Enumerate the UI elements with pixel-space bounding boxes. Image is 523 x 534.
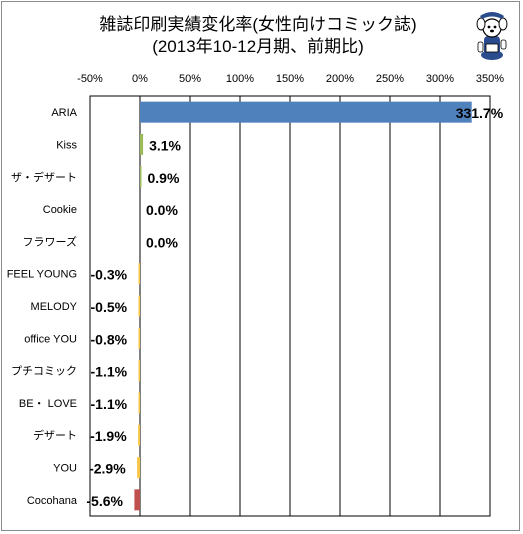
data-label: 0.0% <box>146 234 178 250</box>
data-label: -2.9% <box>89 461 126 477</box>
data-label: -0.8% <box>91 331 128 347</box>
x-tick-label: 350% <box>476 73 504 85</box>
category-label: Kiss <box>56 139 77 151</box>
data-label: -5.6% <box>86 493 123 509</box>
bar <box>138 392 140 414</box>
bar <box>140 133 144 155</box>
bar <box>140 166 142 188</box>
data-label: 3.1% <box>149 137 181 153</box>
category-label: フラワーズ <box>23 234 77 248</box>
bar <box>134 489 140 511</box>
bar <box>138 295 140 317</box>
category-label: デザート <box>33 428 77 442</box>
chart-title: 雑誌印刷実績変化率(女性向けコミック誌) <box>99 15 416 34</box>
category-label: Cookie <box>43 204 77 216</box>
data-label: 331.7% <box>456 105 504 121</box>
category-label: FEEL YOUNG <box>7 269 77 281</box>
x-tick-label: 250% <box>376 73 404 85</box>
category-label: プチコミック <box>11 365 77 378</box>
data-label: -1.9% <box>90 428 127 444</box>
bar <box>140 101 472 123</box>
data-label: -0.5% <box>91 299 128 315</box>
bar <box>138 327 140 349</box>
category-label: ザ・デザート <box>11 170 77 184</box>
category-label: BE・ LOVE <box>19 398 77 410</box>
category-label: Cocohana <box>27 495 78 507</box>
bar <box>138 360 140 382</box>
data-label: 0.9% <box>148 170 180 186</box>
data-label: -0.3% <box>91 267 128 283</box>
chart-subtitle: (2013年10-12月期、前期比) <box>152 37 364 56</box>
data-label: 0.0% <box>146 202 178 218</box>
x-tick-label: 100% <box>226 73 254 85</box>
x-tick-label: 200% <box>326 73 354 85</box>
x-tick-label: -50% <box>77 73 103 85</box>
data-label: -1.1% <box>91 396 128 412</box>
x-tick-label: 150% <box>276 73 304 85</box>
category-label: MELODY <box>31 301 78 313</box>
x-tick-label: 50% <box>179 73 201 85</box>
bar <box>137 457 140 479</box>
bar <box>138 263 140 285</box>
bar <box>138 424 140 446</box>
cartoon-dog-mascot-icon <box>476 12 508 60</box>
category-label: ARIA <box>51 107 77 119</box>
x-tick-label: 0% <box>132 73 148 85</box>
x-tick-label: 300% <box>426 73 454 85</box>
category-label: YOU <box>53 463 77 475</box>
data-label: -1.1% <box>91 364 128 380</box>
category-label: office YOU <box>24 333 77 345</box>
